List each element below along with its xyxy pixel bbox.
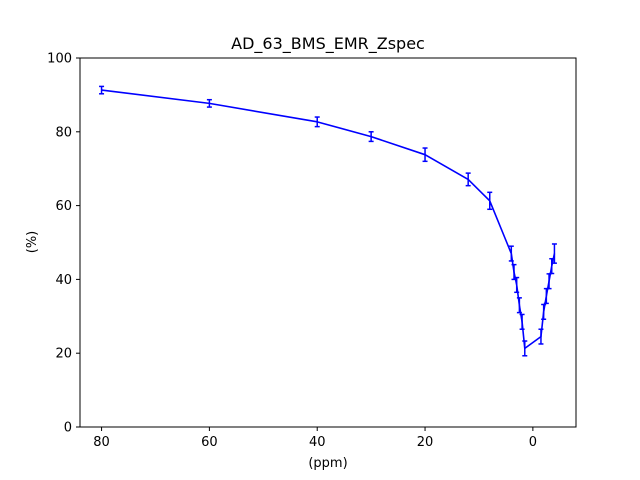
plot-area xyxy=(80,58,576,427)
error-bar xyxy=(522,340,528,357)
x-tick-label: 80 xyxy=(93,435,110,450)
error-bar xyxy=(99,85,105,95)
error-bar xyxy=(541,303,547,321)
x-tick-label: 40 xyxy=(309,435,326,450)
y-tick-label: 0 xyxy=(64,421,72,436)
error-bar xyxy=(519,313,525,330)
error-bar xyxy=(511,263,517,281)
error-bar xyxy=(465,172,471,187)
x-tick-label: 20 xyxy=(417,435,434,450)
y-tick-label: 100 xyxy=(47,52,72,67)
plot-frame xyxy=(79,57,577,428)
y-tick-label: 60 xyxy=(55,199,72,214)
error-bar xyxy=(514,276,520,294)
y-tick-label: 40 xyxy=(55,273,72,288)
error-bar xyxy=(508,245,514,262)
error-bar xyxy=(538,328,544,345)
error-bar xyxy=(314,116,320,128)
error-bar xyxy=(487,191,493,211)
x-tick-label: 0 xyxy=(529,435,537,450)
error-bar xyxy=(549,257,555,275)
error-bar xyxy=(551,243,557,264)
error-bar xyxy=(516,297,522,314)
x-tick-label: 60 xyxy=(201,435,218,450)
ticks-layer: 80 60 40 20 0 0 20 40 60 80 100 xyxy=(47,52,537,451)
plot-layer xyxy=(99,85,557,357)
error-bar xyxy=(422,147,428,163)
x-axis-label: (ppm) xyxy=(308,456,347,471)
y-tick-label: 80 xyxy=(55,125,72,140)
chart-title: AD_63_BMS_EMR_Zspec xyxy=(231,34,425,54)
y-tick-label: 20 xyxy=(55,347,72,362)
y-axis-label: (%) xyxy=(25,231,40,254)
error-bar xyxy=(206,98,212,108)
error-bar xyxy=(368,131,374,143)
